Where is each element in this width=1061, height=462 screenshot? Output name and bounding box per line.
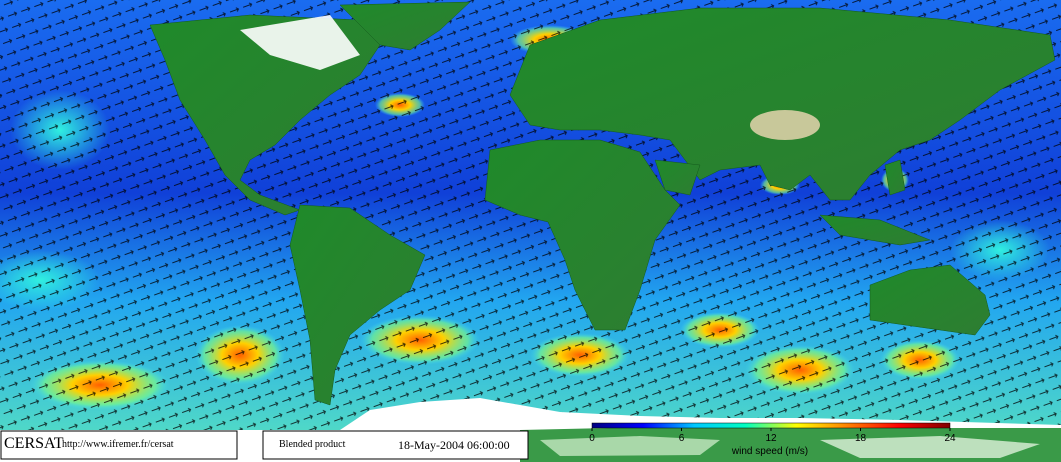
colorbar-tick-label: 24 — [944, 433, 956, 444]
colorbar-ramp — [591, 422, 951, 429]
product: Blended product — [279, 439, 346, 450]
logo: CERSAT — [4, 435, 64, 452]
footer: CERSAT http://www.ifremer.fr/cersat Blen… — [0, 430, 529, 460]
ice — [240, 15, 360, 70]
colorbar: wind speed (m/s) 0 6 12 18 24 — [589, 422, 956, 457]
colorbar-tick-label: 0 — [589, 433, 595, 444]
colorbar-tick-label: 12 — [765, 433, 777, 444]
timestamp: 18-May-2004 06:00:00 — [398, 438, 510, 452]
antarctica — [0, 398, 1061, 462]
product-box — [262, 430, 529, 460]
colorbar-label: wind speed (m/s) — [731, 446, 808, 457]
colorbar-tick-label: 18 — [855, 433, 867, 444]
colorbar-tick-label: 6 — [679, 433, 685, 444]
url: http://www.ifremer.fr/cersat — [62, 439, 174, 450]
plateau — [750, 110, 820, 140]
logo-box — [0, 430, 238, 460]
